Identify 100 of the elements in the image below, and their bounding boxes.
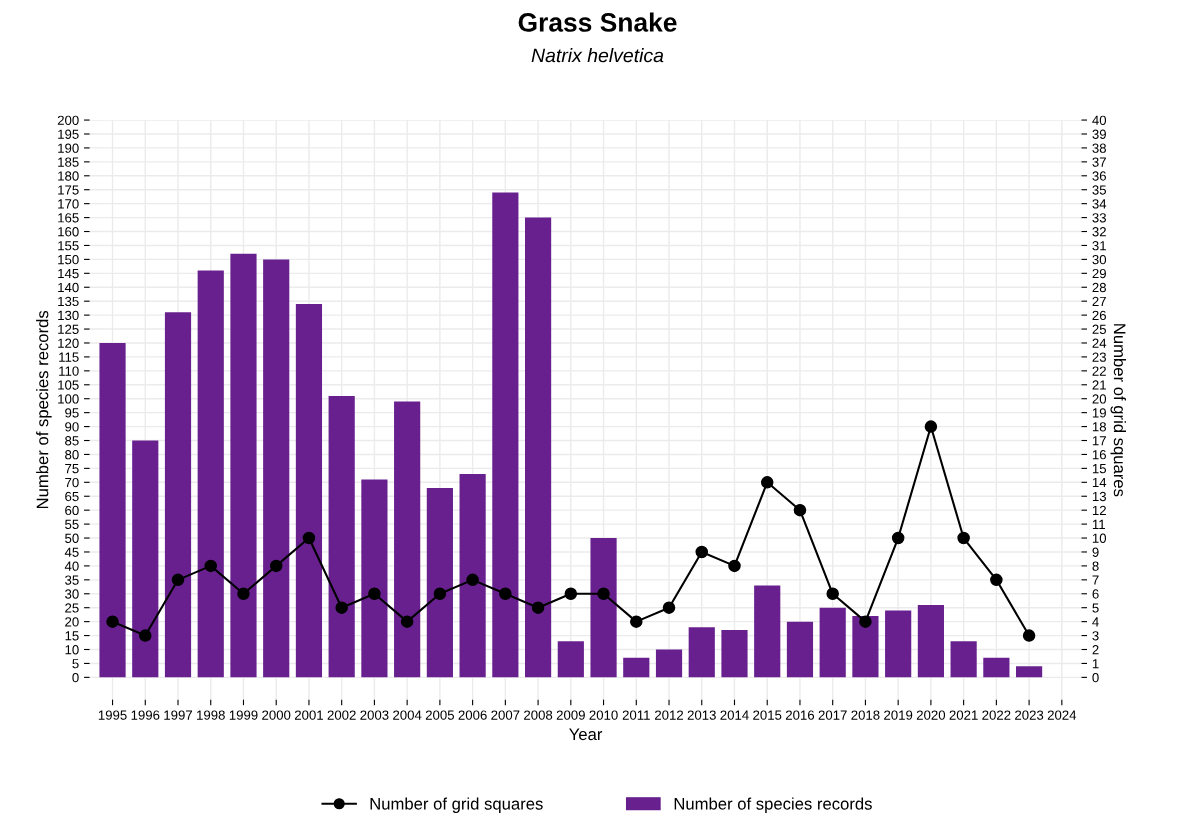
x-tick-label: 2009 [556, 710, 585, 720]
bar [459, 473, 486, 678]
point [531, 601, 545, 614]
x-tick-label: 2015 [753, 710, 782, 720]
bar [950, 641, 977, 678]
y2-tick-label: 40 [1092, 115, 1107, 125]
x-tick-label: 2014 [720, 710, 749, 720]
y-tick-label: 5 [72, 659, 79, 669]
y2-axis-title: Number of grid squares [1110, 324, 1127, 497]
y2-tick-label: 38 [1092, 143, 1106, 153]
legend-label: Number of species records [674, 797, 872, 813]
bar [623, 657, 650, 678]
y2-tick-label: 18 [1092, 422, 1106, 432]
x-tick-label: 2022 [982, 710, 1011, 720]
x-tick-label: 2006 [458, 710, 487, 720]
bar [1016, 666, 1043, 678]
y2-tick-label: 26 [1092, 310, 1106, 321]
point [106, 615, 119, 628]
y2-tick-label: 8 [1092, 561, 1099, 571]
point [335, 601, 348, 614]
bar [590, 538, 617, 678]
point [597, 587, 610, 601]
bar [164, 312, 192, 678]
y-tick-label: 40 [64, 561, 79, 571]
y-tick-label: 65 [65, 491, 79, 502]
y2-tick-label: 17 [1092, 436, 1106, 446]
bar [819, 607, 846, 678]
y2-tick-label: 12 [1092, 505, 1106, 515]
y-tick-label: 35 [65, 575, 79, 585]
y2-tick-label: 34 [1092, 199, 1107, 209]
y-tick-label: 90 [65, 422, 79, 432]
point [302, 531, 316, 545]
x-tick-label: 2008 [524, 710, 553, 720]
bar [917, 604, 944, 678]
y-tick-label: 145 [58, 269, 79, 279]
y2-tick-label: 10 [1092, 533, 1107, 543]
y2-tick-label: 5 [1092, 603, 1099, 613]
y-tick-label: 200 [57, 115, 79, 125]
point [957, 531, 970, 545]
x-tick-label: 2002 [327, 710, 356, 720]
bar [688, 627, 715, 678]
y2-tick-label: 29 [1092, 268, 1106, 279]
y-tick-label: 180 [58, 171, 79, 181]
y2-tick-label: 36 [1092, 171, 1106, 181]
y-tick-label: 0 [72, 672, 79, 683]
x-tick-label: 1996 [131, 710, 160, 720]
point [859, 615, 872, 628]
bar [361, 479, 388, 678]
bar [786, 621, 814, 678]
x-tick-label: 1997 [164, 710, 193, 720]
x-tick-label: 2023 [1015, 710, 1044, 720]
bar [263, 259, 290, 678]
point [695, 545, 709, 559]
y-tick-label: 185 [58, 157, 79, 167]
bar [132, 440, 159, 678]
y-tick-label: 30 [65, 589, 79, 599]
bar [557, 641, 584, 678]
x-tick-label: 2004 [393, 710, 422, 720]
y-tick-label: 25 [65, 603, 79, 613]
y-tick-label: 140 [58, 282, 79, 293]
y2-tick-label: 28 [1092, 282, 1106, 293]
y2-tick-label: 39 [1092, 129, 1106, 139]
bar [328, 395, 355, 678]
y2-tick-label: 0 [1092, 672, 1099, 683]
y-tick-label: 15 [65, 631, 79, 641]
point [400, 615, 414, 628]
y-tick-label: 60 [65, 505, 79, 516]
y-tick-label: 165 [58, 213, 79, 223]
x-tick-label: 2024 [1047, 710, 1077, 720]
y-tick-label: 55 [65, 519, 79, 530]
x-tick-label: 1998 [197, 710, 225, 720]
y-tick-label: 130 [58, 310, 79, 321]
legend-label: Number of grid squares [370, 797, 543, 813]
x-tick-label: 1995 [98, 710, 127, 720]
y-tick-label: 50 [65, 533, 79, 543]
point [499, 587, 512, 601]
point [237, 587, 250, 601]
y-tick-label: 170 [58, 199, 79, 209]
point [793, 503, 807, 517]
chart-subtitle: Natrix helvetica [531, 48, 664, 63]
y-tick-label: 20 [65, 617, 79, 627]
point [204, 559, 217, 573]
y-tick-label: 155 [58, 241, 79, 251]
y2-tick-label: 20 [1092, 394, 1107, 404]
y2-tick-label: 16 [1092, 450, 1106, 460]
x-tick-label: 2016 [785, 710, 815, 720]
y-tick-label: 115 [59, 352, 79, 362]
point [269, 559, 283, 573]
y2-tick-label: 35 [1092, 185, 1107, 195]
y2-tick-label: 37 [1092, 157, 1106, 167]
y2-tick-label: 15 [1092, 464, 1107, 474]
y2-tick-label: 13 [1092, 491, 1106, 502]
y2-tick-label: 1 [1092, 659, 1099, 669]
chart-title: Grass Snake [518, 12, 677, 32]
bar [983, 657, 1010, 678]
point [139, 629, 152, 642]
y2-tick-label: 21 [1092, 380, 1106, 390]
y-tick-label: 80 [65, 450, 79, 460]
x-axis-title: Year [569, 728, 603, 741]
x-tick-label: 1999 [229, 710, 258, 720]
